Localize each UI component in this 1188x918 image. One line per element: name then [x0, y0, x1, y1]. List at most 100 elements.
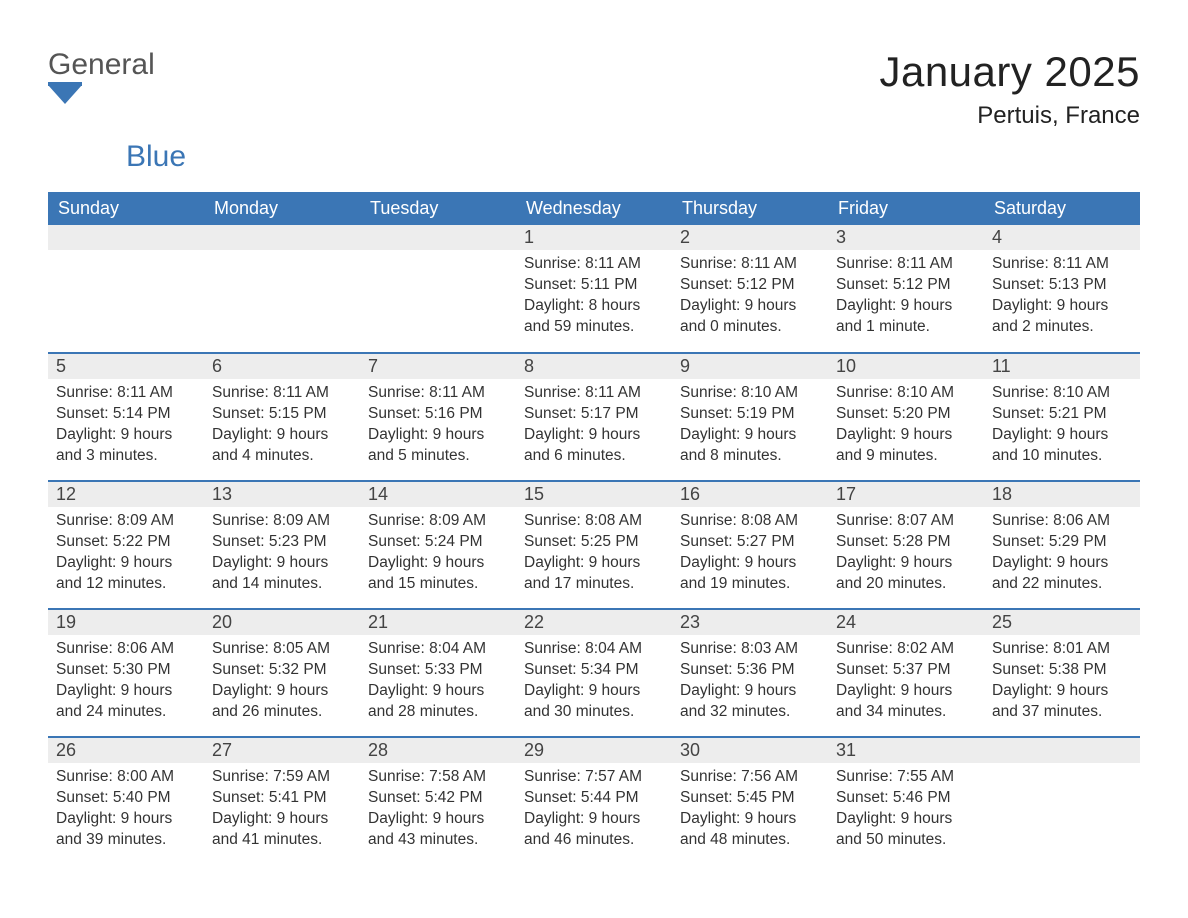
day-details: Sunrise: 8:07 AMSunset: 5:28 PMDaylight:… [828, 507, 984, 605]
day-number: 24 [828, 610, 984, 635]
calendar-day: 11Sunrise: 8:10 AMSunset: 5:21 PMDayligh… [984, 353, 1140, 481]
sunrise-line: Sunrise: 8:05 AM [212, 639, 352, 660]
day-number: 13 [204, 482, 360, 507]
daylight-line-2: and 20 minutes. [836, 574, 976, 595]
sunset-line: Sunset: 5:25 PM [524, 532, 664, 553]
day-details: Sunrise: 8:03 AMSunset: 5:36 PMDaylight:… [672, 635, 828, 733]
sunset-line: Sunset: 5:14 PM [56, 404, 196, 425]
sunrise-line: Sunrise: 7:55 AM [836, 767, 976, 788]
day-number: 12 [48, 482, 204, 507]
sunrise-line: Sunrise: 7:59 AM [212, 767, 352, 788]
day-details: Sunrise: 8:11 AMSunset: 5:17 PMDaylight:… [516, 379, 672, 477]
calendar-day-empty [204, 225, 360, 353]
daylight-line-1: Daylight: 9 hours [212, 553, 352, 574]
daylight-line-2: and 46 minutes. [524, 830, 664, 851]
daylight-line-1: Daylight: 9 hours [524, 553, 664, 574]
daylight-line-1: Daylight: 9 hours [836, 296, 976, 317]
day-details: Sunrise: 8:11 AMSunset: 5:12 PMDaylight:… [828, 250, 984, 348]
day-details: Sunrise: 8:04 AMSunset: 5:33 PMDaylight:… [360, 635, 516, 733]
calendar-day: 12Sunrise: 8:09 AMSunset: 5:22 PMDayligh… [48, 481, 204, 609]
sunset-line: Sunset: 5:37 PM [836, 660, 976, 681]
sunrise-line: Sunrise: 8:08 AM [524, 511, 664, 532]
sunset-line: Sunset: 5:40 PM [56, 788, 196, 809]
sunset-line: Sunset: 5:27 PM [680, 532, 820, 553]
day-details: Sunrise: 8:11 AMSunset: 5:11 PMDaylight:… [516, 250, 672, 348]
sunrise-line: Sunrise: 8:09 AM [212, 511, 352, 532]
day-number: 19 [48, 610, 204, 635]
calendar-day: 23Sunrise: 8:03 AMSunset: 5:36 PMDayligh… [672, 609, 828, 737]
sunrise-line: Sunrise: 8:00 AM [56, 767, 196, 788]
daylight-line-1: Daylight: 9 hours [56, 425, 196, 446]
calendar-day: 21Sunrise: 8:04 AMSunset: 5:33 PMDayligh… [360, 609, 516, 737]
day-details: Sunrise: 8:00 AMSunset: 5:40 PMDaylight:… [48, 763, 204, 861]
calendar-day: 31Sunrise: 7:55 AMSunset: 5:46 PMDayligh… [828, 737, 984, 865]
sunrise-line: Sunrise: 8:06 AM [56, 639, 196, 660]
calendar-body: 1Sunrise: 8:11 AMSunset: 5:11 PMDaylight… [48, 225, 1140, 865]
sunrise-line: Sunrise: 8:10 AM [836, 383, 976, 404]
sunset-line: Sunset: 5:15 PM [212, 404, 352, 425]
sunrise-line: Sunrise: 8:11 AM [836, 254, 976, 275]
calendar-week: 26Sunrise: 8:00 AMSunset: 5:40 PMDayligh… [48, 737, 1140, 865]
daylight-line-1: Daylight: 9 hours [368, 809, 508, 830]
day-number: 10 [828, 354, 984, 379]
day-number: 21 [360, 610, 516, 635]
daylight-line-1: Daylight: 9 hours [368, 553, 508, 574]
day-number: 9 [672, 354, 828, 379]
calendar-day-empty [48, 225, 204, 353]
calendar-day: 17Sunrise: 8:07 AMSunset: 5:28 PMDayligh… [828, 481, 984, 609]
day-number: 22 [516, 610, 672, 635]
calendar-day: 25Sunrise: 8:01 AMSunset: 5:38 PMDayligh… [984, 609, 1140, 737]
sunset-line: Sunset: 5:46 PM [836, 788, 976, 809]
day-details: Sunrise: 8:06 AMSunset: 5:30 PMDaylight:… [48, 635, 204, 733]
daylight-line-2: and 15 minutes. [368, 574, 508, 595]
day-number: 30 [672, 738, 828, 763]
day-number: 14 [360, 482, 516, 507]
daylight-line-2: and 39 minutes. [56, 830, 196, 851]
sunset-line: Sunset: 5:12 PM [680, 275, 820, 296]
day-number: 20 [204, 610, 360, 635]
sunset-line: Sunset: 5:42 PM [368, 788, 508, 809]
day-details: Sunrise: 8:05 AMSunset: 5:32 PMDaylight:… [204, 635, 360, 733]
calendar-week: 19Sunrise: 8:06 AMSunset: 5:30 PMDayligh… [48, 609, 1140, 737]
brand-name-part2: Blue [126, 140, 186, 173]
daylight-line-1: Daylight: 9 hours [680, 681, 820, 702]
sunset-line: Sunset: 5:13 PM [992, 275, 1132, 296]
day-details: Sunrise: 8:08 AMSunset: 5:25 PMDaylight:… [516, 507, 672, 605]
day-details: Sunrise: 8:09 AMSunset: 5:22 PMDaylight:… [48, 507, 204, 605]
daylight-line-2: and 10 minutes. [992, 446, 1132, 467]
day-details: Sunrise: 8:01 AMSunset: 5:38 PMDaylight:… [984, 635, 1140, 733]
daylight-line-1: Daylight: 9 hours [212, 809, 352, 830]
day-header: Wednesday [516, 192, 672, 225]
day-header: Friday [828, 192, 984, 225]
calendar-head: SundayMondayTuesdayWednesdayThursdayFrid… [48, 192, 1140, 225]
daylight-line-1: Daylight: 9 hours [524, 425, 664, 446]
daylight-line-1: Daylight: 9 hours [212, 681, 352, 702]
day-number: 17 [828, 482, 984, 507]
daylight-line-1: Daylight: 9 hours [836, 553, 976, 574]
day-number: 7 [360, 354, 516, 379]
calendar-day: 29Sunrise: 7:57 AMSunset: 5:44 PMDayligh… [516, 737, 672, 865]
day-number: 11 [984, 354, 1140, 379]
daylight-line-1: Daylight: 9 hours [56, 809, 196, 830]
daylight-line-2: and 24 minutes. [56, 702, 196, 723]
sunset-line: Sunset: 5:12 PM [836, 275, 976, 296]
daylight-line-2: and 0 minutes. [680, 317, 820, 338]
sunrise-line: Sunrise: 8:11 AM [212, 383, 352, 404]
day-number: 27 [204, 738, 360, 763]
sunset-line: Sunset: 5:32 PM [212, 660, 352, 681]
day-details: Sunrise: 8:06 AMSunset: 5:29 PMDaylight:… [984, 507, 1140, 605]
day-number: 29 [516, 738, 672, 763]
day-details: Sunrise: 8:10 AMSunset: 5:21 PMDaylight:… [984, 379, 1140, 477]
calendar-day: 2Sunrise: 8:11 AMSunset: 5:12 PMDaylight… [672, 225, 828, 353]
day-details: Sunrise: 8:09 AMSunset: 5:24 PMDaylight:… [360, 507, 516, 605]
sunset-line: Sunset: 5:19 PM [680, 404, 820, 425]
calendar-day: 8Sunrise: 8:11 AMSunset: 5:17 PMDaylight… [516, 353, 672, 481]
sunset-line: Sunset: 5:22 PM [56, 532, 196, 553]
daylight-line-2: and 32 minutes. [680, 702, 820, 723]
calendar-day: 10Sunrise: 8:10 AMSunset: 5:20 PMDayligh… [828, 353, 984, 481]
daylight-line-1: Daylight: 9 hours [680, 425, 820, 446]
day-details: Sunrise: 7:55 AMSunset: 5:46 PMDaylight:… [828, 763, 984, 861]
sunset-line: Sunset: 5:45 PM [680, 788, 820, 809]
day-number: 3 [828, 225, 984, 250]
sunrise-line: Sunrise: 8:09 AM [56, 511, 196, 532]
